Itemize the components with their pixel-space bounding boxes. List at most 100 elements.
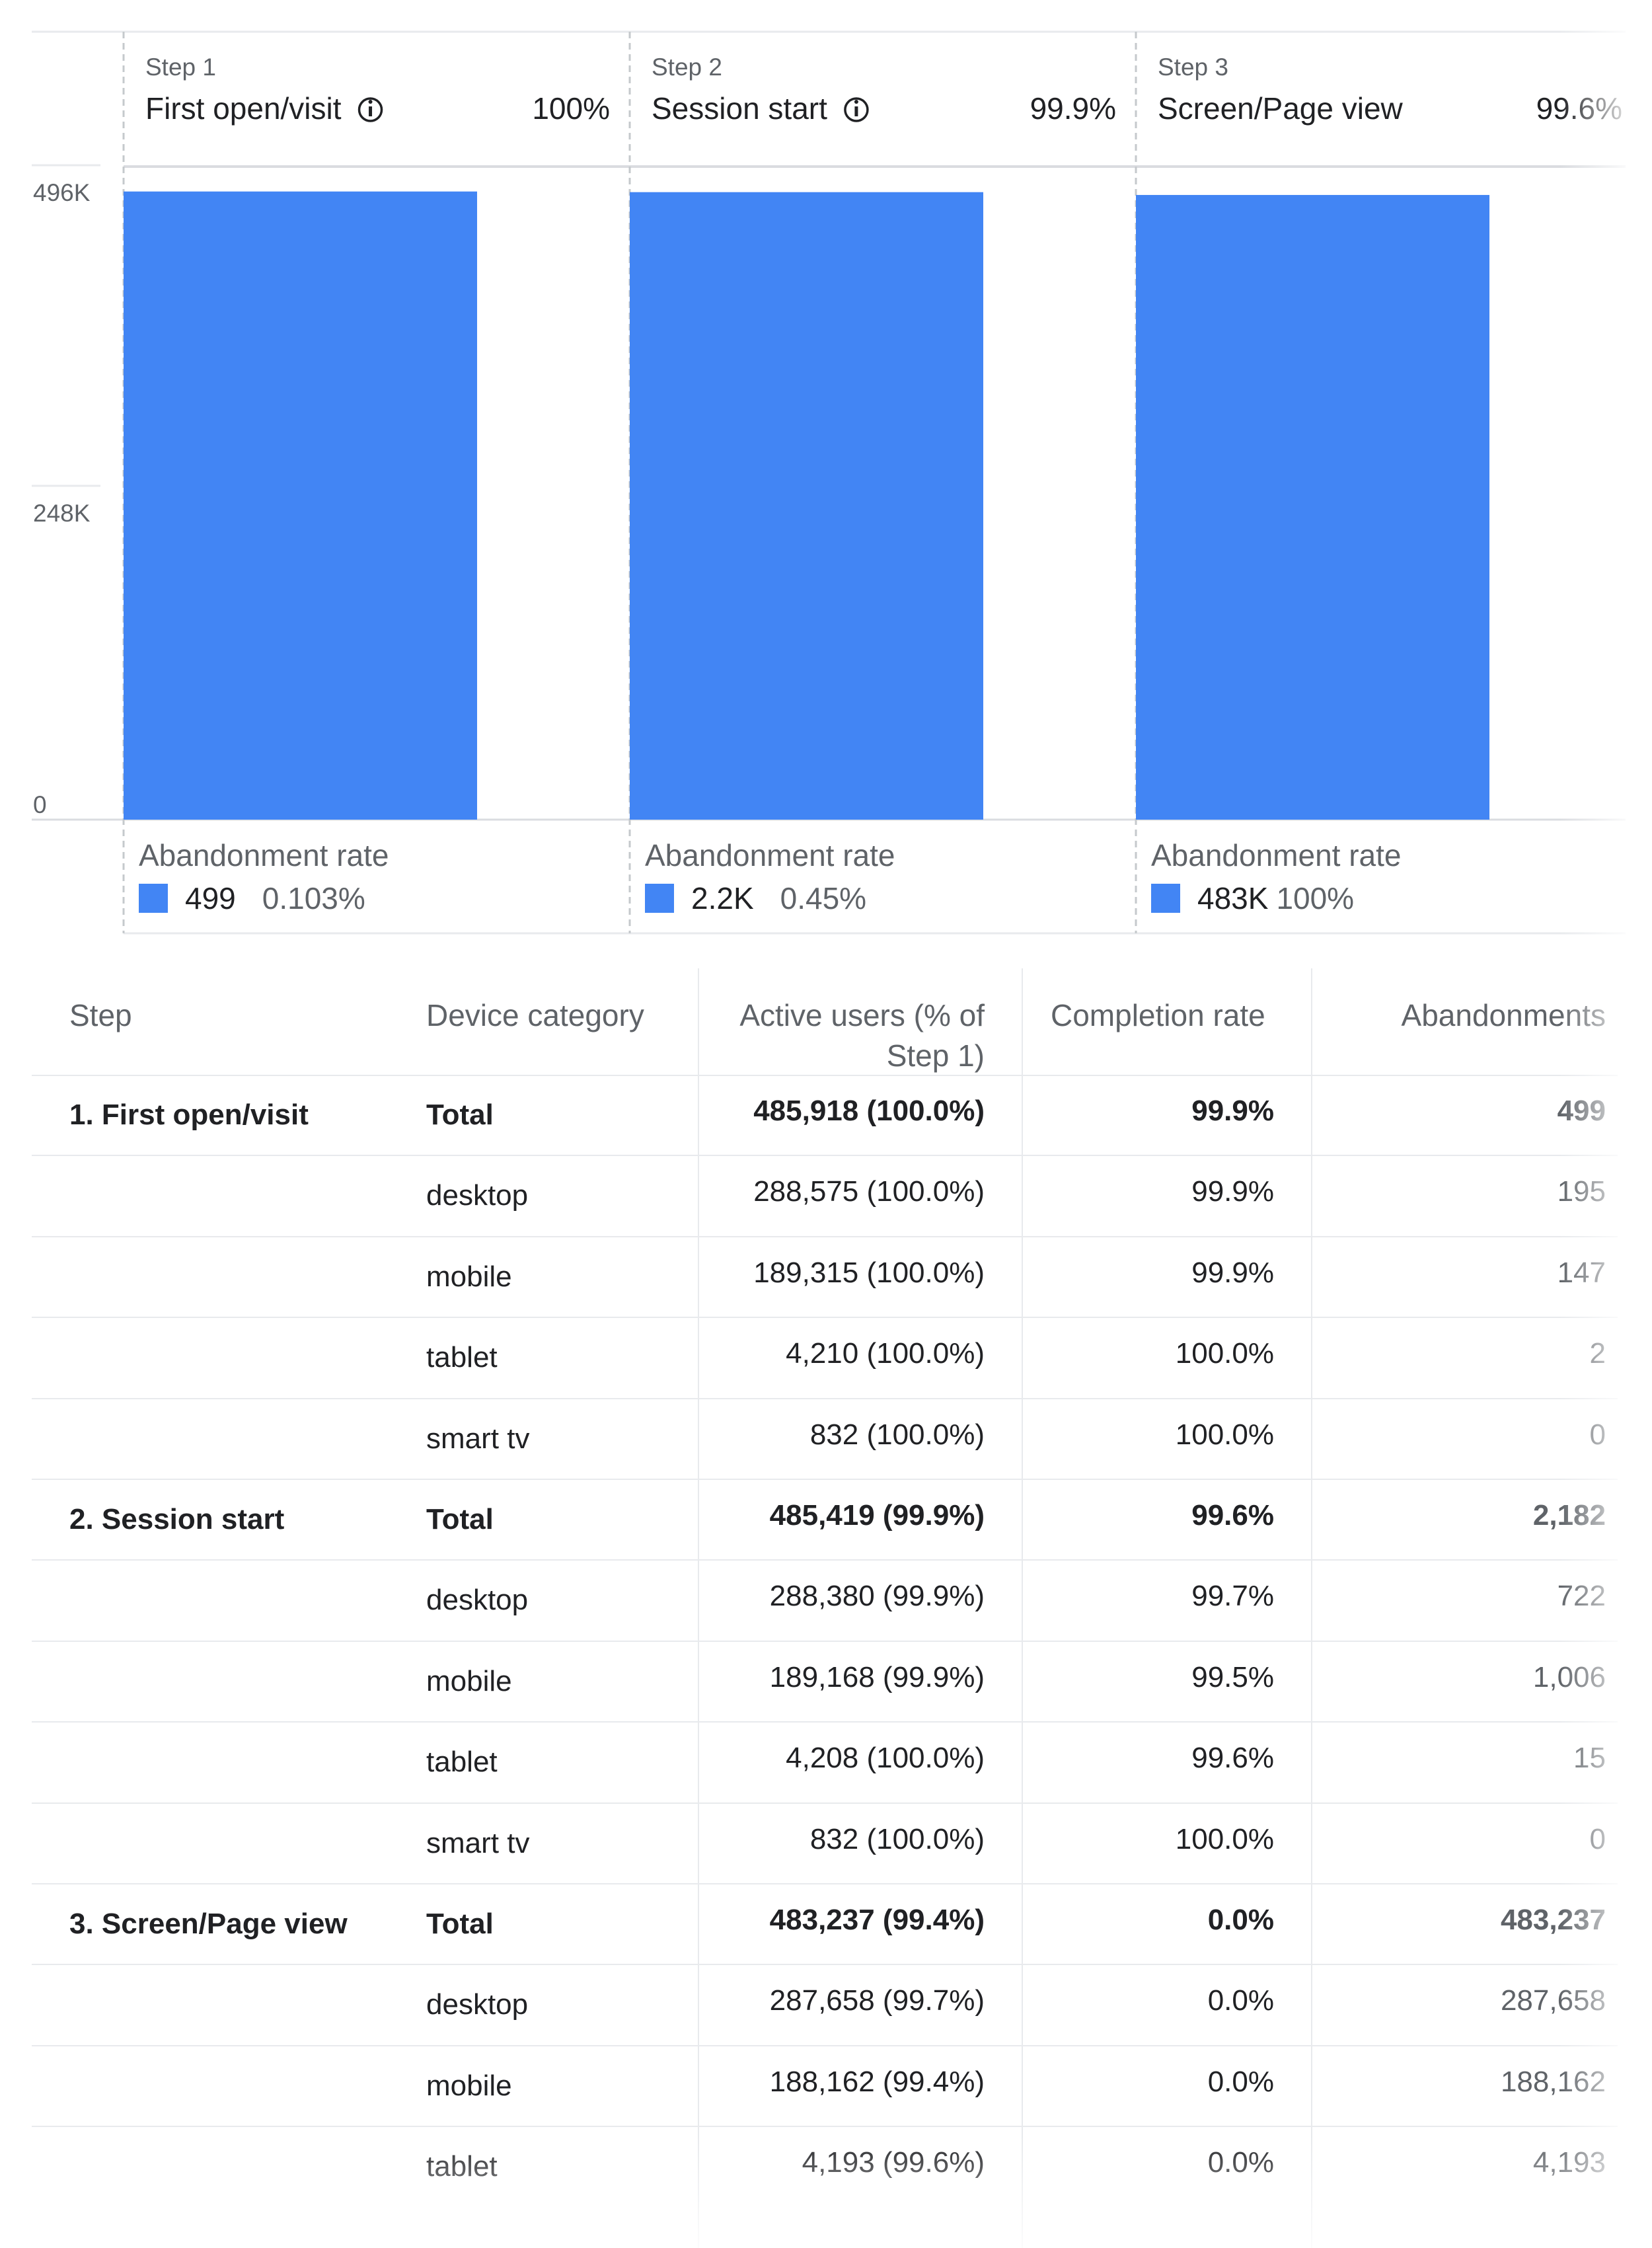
abandonments-cell: 188,162 — [1500, 2065, 1606, 2098]
abandonments-cell: 287,658 — [1500, 1984, 1606, 2017]
column-divider — [1022, 968, 1023, 2248]
row-divider — [32, 1317, 1618, 1319]
active-users-cell: 485,918 (100.0%) — [753, 1095, 985, 1127]
row-divider — [32, 1397, 1618, 1399]
device-category-cell: smart tv — [426, 1826, 530, 1859]
abandonments-cell: 195 — [1557, 1175, 1606, 1208]
abandonments-cell: 499 — [1557, 1095, 1606, 1127]
funnel-bar[interactable] — [124, 191, 477, 820]
device-category-cell: tablet — [426, 2150, 498, 2183]
abandonment-rate: 0.103% — [262, 881, 365, 915]
completion-rate-cell: 99.6% — [1191, 1499, 1274, 1531]
completion-rate-cell: 0.0% — [1207, 1904, 1274, 1936]
device-category-cell: Total — [426, 1503, 494, 1535]
legend-swatch — [645, 884, 674, 913]
step-name: First open/visit — [145, 91, 342, 126]
completion-rate-cell: 99.9% — [1191, 1256, 1274, 1289]
active-users-cell: 288,575 (100.0%) — [753, 1175, 985, 1208]
abandonment-count: 499 — [185, 881, 236, 915]
chart-bars — [124, 191, 1489, 820]
device-category-cell: tablet — [426, 1746, 498, 1779]
row-divider — [32, 1883, 1618, 1884]
completion-rate-cell: 100.0% — [1175, 1418, 1274, 1451]
completion-rate-cell: 99.7% — [1191, 1580, 1274, 1613]
abandonments-cell: 2,182 — [1532, 1499, 1606, 1531]
funnel-table: Step Device category Active users (% of … — [0, 968, 1652, 2248]
abandonments-cell: 15 — [1573, 1742, 1606, 1775]
header-active-users-line2: Step 1) — [886, 1038, 985, 1073]
header-active-users-line1: Active users (% of — [739, 998, 985, 1032]
step-number-label: Step 2 — [652, 54, 722, 81]
row-divider — [32, 2044, 1618, 2046]
active-users-cell: 4,193 (99.6%) — [802, 2146, 985, 2179]
completion-rate-cell: 99.5% — [1191, 1660, 1274, 1693]
completion-rate-cell: 99.9% — [1191, 1095, 1274, 1127]
step-name-cell: 1. First open/visit — [69, 1099, 309, 1131]
step-name-cell: 2. Session start — [69, 1503, 285, 1535]
header-device-category[interactable]: Device category — [426, 998, 644, 1032]
abandonments-cell: 722 — [1557, 1580, 1606, 1613]
row-divider — [32, 1640, 1618, 1642]
active-users-cell: 189,168 (99.9%) — [769, 1660, 985, 1693]
row-divider — [32, 1235, 1618, 1237]
row-divider — [32, 1155, 1618, 1157]
header-divider — [32, 1075, 1618, 1076]
completion-rate-cell: 0.0% — [1207, 2065, 1274, 2098]
y-tick-label: 248K — [33, 500, 91, 527]
y-tick-label: 496K — [33, 179, 91, 206]
header-abandonments[interactable]: Abandonments — [1401, 998, 1606, 1032]
completion-rate-cell: 0.0% — [1207, 2146, 1274, 2179]
funnel-bar[interactable] — [630, 192, 983, 820]
abandonment-rate: 0.45% — [780, 881, 866, 915]
device-category-cell: desktop — [426, 1584, 529, 1617]
abandonments-cell: 0 — [1589, 1418, 1606, 1451]
completion-rate-cell: 99.9% — [1191, 1175, 1274, 1208]
completion-rate-cell: 100.0% — [1175, 1822, 1274, 1855]
active-users-cell: 288,380 (99.9%) — [769, 1580, 985, 1613]
info-circle-icon[interactable] — [357, 97, 383, 122]
row-divider — [32, 1964, 1618, 1966]
device-category-cell: Total — [426, 1099, 494, 1131]
header-completion-rate[interactable]: Completion rate — [1051, 998, 1265, 1032]
abandonments-cell: 1,006 — [1532, 1660, 1606, 1693]
header-active-users[interactable]: Active users (% of Step 1) — [739, 995, 985, 1076]
row-divider — [32, 1802, 1618, 1804]
active-users-cell: 4,208 (100.0%) — [786, 1742, 985, 1775]
chart-labels: 0 248K 496K Step 1 First open/visit 100% Aband… — [33, 54, 1622, 915]
active-users-cell: 188,162 (99.4%) — [769, 2065, 985, 2098]
device-category-cell: desktop — [426, 1179, 529, 1212]
abandonments-cell: 0 — [1589, 1822, 1606, 1855]
step-number-label: Step 3 — [1158, 54, 1228, 81]
completion-rate-cell: 99.6% — [1191, 1742, 1274, 1775]
info-circle-icon[interactable] — [844, 97, 869, 122]
legend-swatch — [139, 884, 168, 913]
step-percentage: 100% — [532, 91, 610, 126]
completion-rate-cell: 100.0% — [1175, 1337, 1274, 1370]
abandonment-rate: 100% — [1276, 881, 1354, 915]
funnel-chart: 0 248K 496K Step 1 First open/visit 100% Aband… — [32, 30, 1626, 935]
column-divider — [1311, 968, 1312, 2248]
device-category-cell: mobile — [426, 2069, 512, 2102]
abandonment-title: Abandonment rate — [1151, 838, 1402, 872]
step-number-label: Step 1 — [145, 54, 216, 81]
funnel-bar[interactable] — [1136, 194, 1489, 820]
row-divider — [32, 1559, 1618, 1561]
device-category-cell: mobile — [426, 1664, 512, 1697]
device-category-cell: Total — [426, 1908, 494, 1940]
step-name: Session start — [652, 91, 827, 126]
active-users-cell: 485,419 (99.9%) — [769, 1499, 985, 1531]
active-users-cell: 483,237 (99.4%) — [769, 1904, 985, 1936]
active-users-cell: 832 (100.0%) — [809, 1418, 985, 1451]
abandonment-count: 2.2K — [691, 881, 754, 915]
active-users-cell: 832 (100.0%) — [809, 1822, 985, 1855]
legend-swatch — [1151, 884, 1180, 913]
abandonments-cell: 147 — [1557, 1256, 1606, 1289]
abandonments-cell: 2 — [1589, 1337, 1606, 1370]
abandonment-title: Abandonment rate — [139, 838, 389, 872]
device-category-cell: mobile — [426, 1260, 512, 1293]
device-category-cell: tablet — [426, 1341, 498, 1374]
header-step[interactable]: Step — [69, 998, 132, 1032]
device-category-cell: desktop — [426, 1988, 529, 2021]
step-percentage: 99.9% — [1030, 91, 1116, 126]
active-users-cell: 287,658 (99.7%) — [769, 1984, 985, 2017]
